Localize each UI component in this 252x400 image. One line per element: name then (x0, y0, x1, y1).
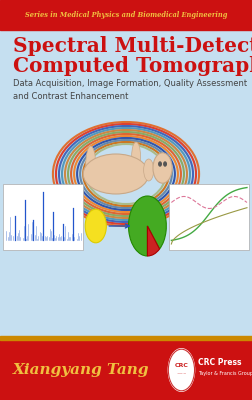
Text: Series in Medical Physics and Biomedical Engineering: Series in Medical Physics and Biomedical… (25, 11, 227, 19)
Text: Taylor & Francis Group: Taylor & Francis Group (198, 372, 252, 376)
Bar (0, 336, 252, 340)
Circle shape (168, 348, 195, 392)
Circle shape (153, 153, 172, 183)
Text: Xiangyang Tang: Xiangyang Tang (13, 363, 149, 377)
Wedge shape (147, 226, 160, 256)
Text: Computed Tomography (sMDCT): Computed Tomography (sMDCT) (13, 56, 252, 76)
Bar (0, 340, 252, 400)
Bar (0, 0, 252, 30)
Ellipse shape (144, 159, 154, 181)
Bar (169, 184, 249, 250)
Circle shape (85, 209, 106, 243)
Text: CRC: CRC (174, 363, 188, 368)
Circle shape (164, 162, 166, 166)
Text: CRC Press: CRC Press (198, 358, 241, 367)
Text: Spectral Multi-Detector: Spectral Multi-Detector (13, 36, 252, 56)
Text: Data Acquisition, Image Formation, Quality Assessment
and Contrast Enhancement: Data Acquisition, Image Formation, Quali… (13, 79, 247, 101)
Wedge shape (129, 196, 166, 256)
Text: ~~~: ~~~ (176, 372, 187, 376)
Ellipse shape (86, 146, 96, 186)
Ellipse shape (83, 154, 149, 194)
Circle shape (159, 162, 161, 166)
Bar (3, 184, 83, 250)
Ellipse shape (132, 142, 141, 170)
Bar (0, 331, 252, 336)
